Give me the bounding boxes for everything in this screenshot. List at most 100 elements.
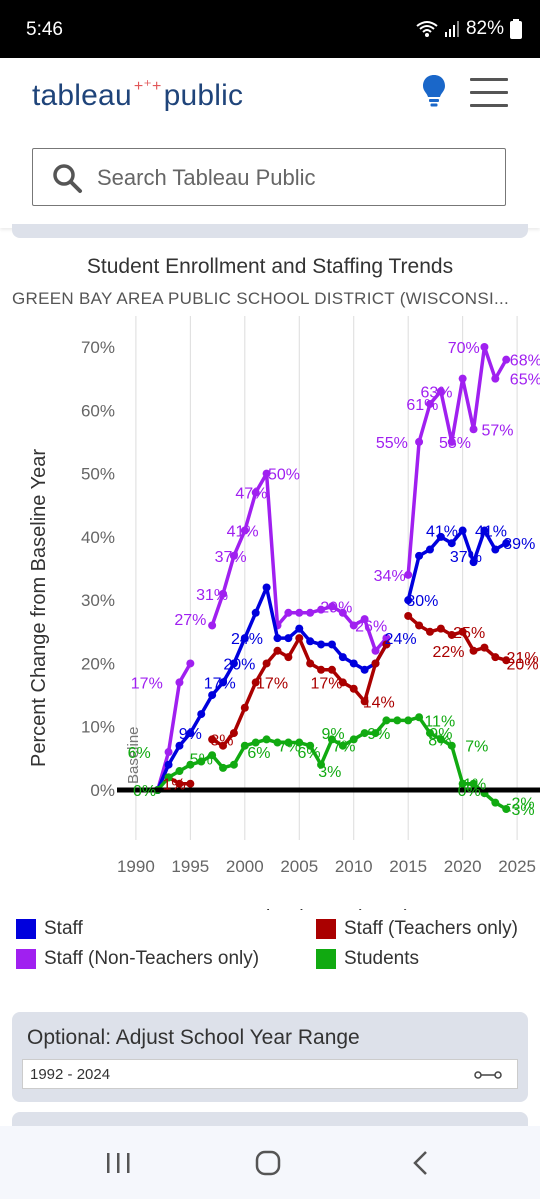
data-point (491, 545, 500, 554)
series-staff-non-teachers-only- (153, 342, 511, 795)
data-point (382, 634, 391, 643)
data-point (240, 634, 249, 643)
legend-item-staff[interactable]: Staff (16, 918, 83, 940)
legend-item-teachers[interactable]: Staff (Teachers only) (316, 918, 518, 940)
data-point (458, 526, 467, 535)
data-label: 17% (204, 675, 236, 692)
data-point (197, 757, 206, 766)
data-point (382, 640, 391, 649)
data-point (415, 551, 424, 560)
data-point (284, 634, 293, 643)
data-point (327, 602, 336, 611)
data-point (208, 691, 217, 700)
data-label: 20% (507, 656, 539, 673)
series-line (406, 528, 508, 601)
logo-plus-icon: +⁺+ (133, 78, 162, 95)
battery-icon (510, 19, 522, 39)
data-point (404, 596, 413, 605)
data-point (425, 729, 434, 738)
data-point (295, 624, 304, 633)
data-label: 7% (465, 739, 488, 756)
data-label: 0% (133, 783, 156, 800)
search-input[interactable]: Search Tableau Public (97, 165, 316, 190)
x-tick-label: 1995 (171, 857, 209, 876)
data-point (208, 735, 217, 744)
data-label: 1% (162, 777, 185, 794)
data-point (480, 526, 489, 535)
data-label: 37% (450, 549, 482, 566)
data-point (491, 374, 500, 383)
home-icon[interactable] (248, 1146, 288, 1180)
data-label: 8% (428, 732, 451, 749)
data-point (186, 659, 195, 668)
data-label: 5% (190, 751, 213, 768)
tableau-public-logo[interactable]: tableau +⁺+ public (32, 76, 243, 116)
lightbulb-icon[interactable] (422, 74, 446, 108)
data-label: 55% (376, 435, 408, 452)
data-point (273, 738, 282, 747)
logo-text-2: public (163, 79, 244, 112)
data-point (317, 640, 326, 649)
data-label: 30% (406, 593, 438, 610)
data-label: 9% (429, 726, 452, 743)
data-label: 57% (481, 422, 513, 439)
data-point (295, 738, 304, 747)
data-label: 1% (463, 777, 486, 794)
app-header: tableau +⁺+ public Search Tableau Public (0, 58, 540, 228)
data-label: 20% (223, 656, 255, 673)
data-point (469, 779, 478, 788)
data-point (317, 665, 326, 674)
data-label: 41% (227, 524, 259, 541)
data-label: 9% (367, 726, 390, 743)
data-point (219, 741, 228, 750)
legend-item-students[interactable]: Students (316, 948, 419, 970)
back-icon[interactable] (400, 1146, 440, 1180)
data-label: 22% (432, 644, 464, 661)
chart-title: Student Enrollment and Staffing Trends (86, 255, 454, 278)
legend-item-nonteachers[interactable]: Staff (Non-Teachers only) (16, 948, 259, 970)
data-point (284, 608, 293, 617)
data-label: 39% (503, 536, 535, 553)
status-time: 5:46 (26, 19, 63, 40)
hamburger-menu-icon[interactable] (470, 78, 508, 108)
data-point (480, 342, 489, 351)
data-point (447, 539, 456, 548)
data-point (360, 729, 369, 738)
legend-label: Staff (44, 918, 83, 939)
data-label: 63% (420, 384, 452, 401)
data-point (349, 735, 358, 744)
data-label: 25% (453, 625, 485, 642)
data-point (502, 355, 511, 364)
data-point (415, 437, 424, 446)
data-point (327, 640, 336, 649)
chart-legend: Staff Staff (Teachers only) Staff (Non-T… (0, 910, 540, 980)
data-label: 6% (128, 745, 151, 762)
data-label: 41% (426, 524, 458, 541)
data-point (240, 526, 249, 535)
slider-handle-icon[interactable] (473, 1070, 503, 1080)
y-tick-label: 20% (81, 654, 115, 673)
data-point (404, 570, 413, 579)
year-range-slider[interactable]: 1992 - 2024 (22, 1059, 518, 1089)
data-label: 3% (318, 764, 341, 781)
series-line (407, 614, 507, 662)
year-range-filter-card: Optional: Adjust School Year Range 1992 … (12, 1012, 528, 1102)
data-label: 37% (215, 549, 247, 566)
y-tick-label: 0% (90, 781, 115, 800)
recent-apps-icon[interactable] (98, 1146, 138, 1180)
legend-swatch (16, 949, 36, 969)
chart-subtitle: GREEN BAY AREA PUBLIC SCHOOL DISTRICT (W… (12, 289, 510, 308)
data-point (251, 488, 260, 497)
search-box[interactable]: Search Tableau Public (32, 148, 506, 206)
data-label: 17% (310, 675, 342, 692)
series-staff-teachers-only- (164, 611, 511, 788)
data-label: 9% (179, 726, 202, 743)
data-point (436, 735, 445, 744)
system-navigation-bar (0, 1126, 540, 1199)
data-point (306, 659, 315, 668)
data-point (306, 637, 315, 646)
data-label: 65% (510, 372, 540, 389)
line-chart[interactable]: 1990 1995 2000 2005 2010 2015 2020 2025 0% 10% 20%… (0, 300, 540, 910)
data-label: 8% (210, 732, 233, 749)
data-point (371, 646, 380, 655)
